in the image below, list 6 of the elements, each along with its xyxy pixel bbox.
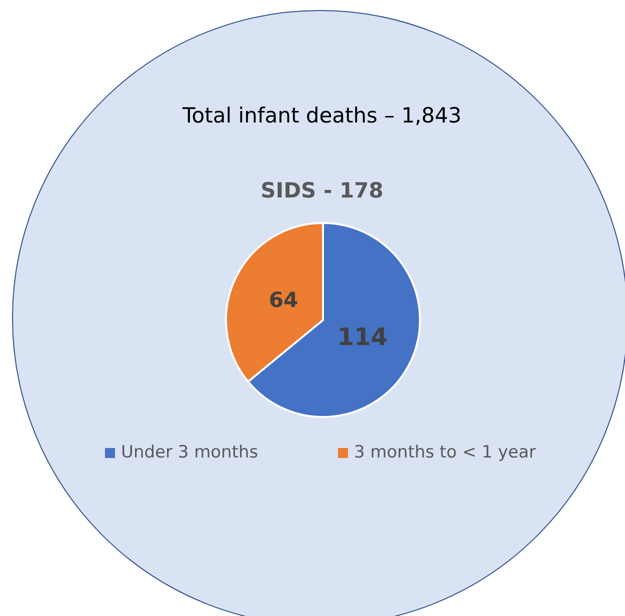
legend-label: Under 3 months — [121, 442, 258, 462]
text: Total infant deaths – 1,843 — [182, 103, 462, 128]
data-label: 64 — [268, 288, 298, 312]
legend-label: 3 months to < 1 year — [354, 442, 536, 462]
data-label: 114 — [337, 322, 388, 351]
chart-title: SIDS - 178 — [260, 178, 384, 202]
